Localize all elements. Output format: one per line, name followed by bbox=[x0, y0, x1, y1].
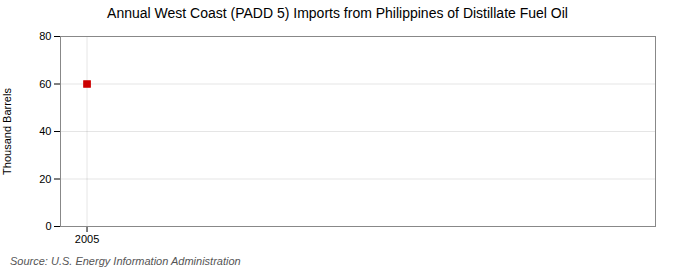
svg-text:60: 60 bbox=[39, 78, 51, 90]
svg-text:2005: 2005 bbox=[75, 233, 99, 245]
html-text:Source: U.S. Energy Informatio: Source: U.S. Energy Information Administ… bbox=[10, 255, 241, 267]
svg-text:20: 20 bbox=[39, 173, 51, 185]
svg-text:Thousand Barrels: Thousand Barrels bbox=[1, 88, 13, 175]
svg-text:0: 0 bbox=[45, 220, 51, 232]
svg-text:80: 80 bbox=[39, 30, 51, 42]
svg-text:40: 40 bbox=[39, 125, 51, 137]
html-text:Annual West Coast (PADD 5) Imp: Annual West Coast (PADD 5) Imports from … bbox=[107, 5, 568, 21]
